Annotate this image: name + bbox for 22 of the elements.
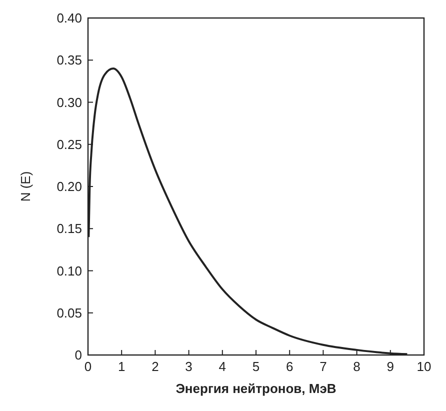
x-tick-label: 6: [286, 359, 294, 374]
x-tick-label: 1: [118, 359, 126, 374]
x-tick-label: 7: [320, 359, 327, 374]
y-tick-label: 0.20: [56, 179, 82, 194]
y-tick-label: 0.05: [56, 305, 82, 320]
x-tick-label: 3: [185, 359, 192, 374]
x-tick-label: 2: [152, 359, 159, 374]
x-tick-label: 9: [386, 359, 394, 374]
y-tick-label: 0.40: [56, 10, 82, 26]
x-tick-label: 5: [252, 359, 260, 374]
x-tick-label: 8: [353, 359, 360, 374]
x-tick-label: 0: [84, 359, 92, 374]
x-tick-label: 10: [416, 359, 432, 374]
y-tick-label: 0.15: [56, 221, 82, 236]
y-tick-label: 0.10: [56, 263, 82, 278]
x-tick-label: 4: [218, 359, 226, 374]
y-tick-label: 0.25: [56, 136, 82, 152]
y-axis-title: N (E): [18, 171, 33, 202]
y-tick-label: 0.30: [56, 94, 82, 110]
y-tick-label: 0.35: [56, 52, 82, 68]
y-tick-label: 0: [74, 348, 82, 362]
x-axis-title: Энергия нейтронов, МэВ: [176, 381, 336, 396]
